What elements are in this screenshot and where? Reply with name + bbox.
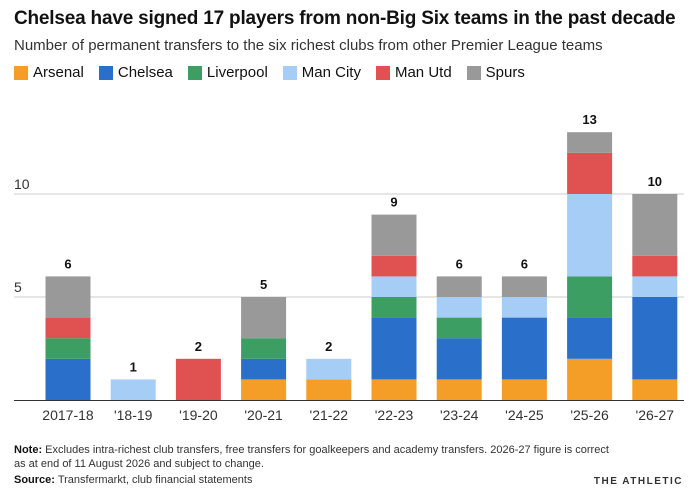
bar-total-label-2017-18: 6 <box>64 256 71 271</box>
bar-total-label-18-19: 1 <box>130 359 137 374</box>
source-text: Transfermarkt, club financial statements <box>57 474 253 486</box>
x-tick-label-19-20: '19-20 <box>179 407 218 423</box>
y-tick-label-5: 5 <box>14 279 22 295</box>
chart-title: Chelsea have signed 17 players from non-… <box>14 8 676 29</box>
bar-segment-chelsea-24-25 <box>501 317 547 380</box>
x-tick-label-18-19: '18-19 <box>114 407 153 423</box>
bar-segment-man-utd-22-23 <box>371 255 417 277</box>
bar-segment-chelsea-20-21 <box>241 358 287 380</box>
x-tick-label-26-27: '26-27 <box>636 407 675 423</box>
bar-segment-spurs-20-21 <box>241 297 287 339</box>
legend-label-liverpool: Liverpool <box>206 64 268 81</box>
bar-total-label-26-27: 10 <box>648 174 662 189</box>
bar-segment-spurs-22-23 <box>371 214 417 256</box>
bar-segment-arsenal-26-27 <box>632 379 678 400</box>
legend-label-man-city: Man City <box>301 64 361 81</box>
bar-segment-chelsea-26-27 <box>632 297 678 380</box>
legend-label-man-utd: Man Utd <box>394 64 452 81</box>
bar-segment-chelsea-2017-18 <box>45 358 91 400</box>
legend-item-man-utd: Man Utd <box>375 64 452 81</box>
bar-segment-man-city-25-26 <box>567 194 613 277</box>
chart-subtitle: Number of permanent transfers to the six… <box>14 37 603 54</box>
bar-segment-spurs-2017-18 <box>45 276 91 318</box>
bar-segment-arsenal-21-22 <box>306 379 352 400</box>
x-tick-label-25-26: '25-26 <box>570 407 609 423</box>
bar-segment-liverpool-20-21 <box>241 338 287 359</box>
chart-source: Source: Transfermarkt, club financial st… <box>14 474 252 486</box>
legend-label-spurs: Spurs <box>485 64 525 81</box>
bar-segment-liverpool-25-26 <box>567 276 613 318</box>
note-label: Note: <box>14 444 43 456</box>
bar-segment-man-city-23-24 <box>436 297 482 318</box>
bar-total-label-19-20: 2 <box>195 339 202 354</box>
x-tick-label-2017-18: 2017-18 <box>42 407 94 423</box>
bar-total-label-22-23: 9 <box>390 195 397 210</box>
x-tick-label-22-23: '22-23 <box>375 407 414 423</box>
bar-total-label-23-24: 6 <box>456 256 463 271</box>
legend-item-liverpool: Liverpool <box>187 64 268 81</box>
bar-segment-man-utd-2017-18 <box>45 317 91 339</box>
bar-segment-chelsea-22-23 <box>371 317 417 380</box>
bar-total-label-25-26: 13 <box>582 112 596 127</box>
legend-swatch-arsenal <box>14 65 28 80</box>
bar-segment-man-city-22-23 <box>371 276 417 297</box>
legend-item-arsenal: Arsenal <box>14 64 84 81</box>
x-tick-label-20-21: '20-21 <box>244 407 283 423</box>
legend-label-chelsea: Chelsea <box>117 64 173 81</box>
legend-item-chelsea: Chelsea <box>98 64 173 81</box>
chart-legend: Arsenal Chelsea Liverpool Man City Man Utd Sp… <box>14 64 540 81</box>
stacked-bar-chart: 5 10 6 2017-18 1 '18-19 2 '19-20 5 '20-21 2 '21-22 9… <box>14 112 684 423</box>
bar-segment-man-utd-25-26 <box>567 152 613 194</box>
bar-segment-liverpool-23-24 <box>436 317 482 339</box>
chart-note: Note: Excludes intra-richest club transf… <box>14 443 614 471</box>
bar-segment-arsenal-23-24 <box>436 379 482 400</box>
bar-segment-liverpool-22-23 <box>371 297 417 318</box>
bar-segment-spurs-26-27 <box>632 194 678 256</box>
legend-swatch-man-utd <box>375 65 390 80</box>
x-tick-label-23-24: '23-24 <box>440 407 479 423</box>
bar-total-label-20-21: 5 <box>260 277 267 292</box>
bar-segment-arsenal-20-21 <box>241 379 287 400</box>
legend-swatch-liverpool <box>187 65 202 80</box>
bar-segment-spurs-23-24 <box>436 276 482 297</box>
bar-segment-man-utd-26-27 <box>632 255 678 277</box>
bar-segment-arsenal-25-26 <box>567 358 613 400</box>
legend-item-spurs: Spurs <box>466 64 525 81</box>
x-tick-label-21-22: '21-22 <box>310 407 349 423</box>
legend-swatch-spurs <box>466 65 481 80</box>
bar-total-label-24-25: 6 <box>521 256 528 271</box>
bar-segment-man-city-24-25 <box>501 297 547 318</box>
bar-segment-spurs-24-25 <box>501 276 547 297</box>
bar-segment-chelsea-25-26 <box>567 317 613 359</box>
bar-segment-liverpool-2017-18 <box>45 338 91 359</box>
note-text: Excludes intra-richest club transfers, f… <box>14 444 609 470</box>
bar-segment-man-utd-19-20 <box>175 358 221 400</box>
bar-total-label-21-22: 2 <box>325 339 332 354</box>
publisher-logo: THE ATHLETIC <box>593 476 683 487</box>
legend-swatch-man-city <box>282 65 297 80</box>
x-tick-label-24-25: '24-25 <box>505 407 544 423</box>
bar-segment-spurs-25-26 <box>567 132 613 153</box>
bar-segment-man-city-21-22 <box>306 358 352 380</box>
legend-swatch-chelsea <box>98 65 113 80</box>
legend-item-man-city: Man City <box>282 64 361 81</box>
y-tick-label-10: 10 <box>14 176 30 192</box>
bar-segment-arsenal-24-25 <box>501 379 547 400</box>
bar-segment-man-city-26-27 <box>632 276 678 297</box>
source-label: Source: <box>14 474 55 486</box>
legend-label-arsenal: Arsenal <box>33 64 84 81</box>
bar-segment-man-city-18-19 <box>110 379 156 400</box>
bar-segment-arsenal-22-23 <box>371 379 417 400</box>
bar-segment-chelsea-23-24 <box>436 338 482 380</box>
